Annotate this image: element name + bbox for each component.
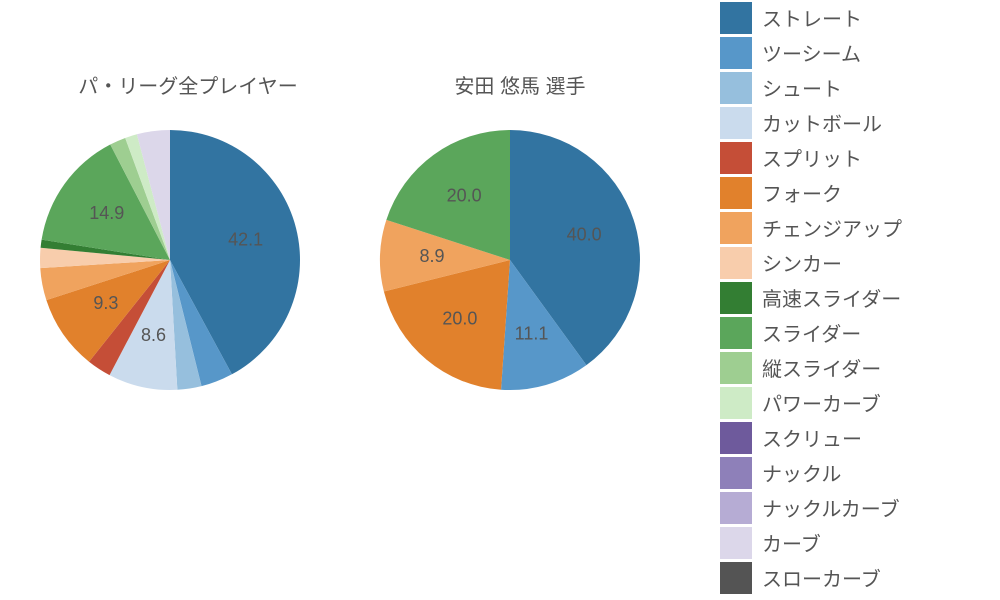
- legend-swatch-sinker: [720, 247, 752, 279]
- legend-swatch-cut_ball: [720, 107, 752, 139]
- legend-item-knuckle: ナックル: [720, 455, 980, 490]
- legend-swatch-straight: [720, 2, 752, 34]
- legend-item-sinker: シンカー: [720, 245, 980, 280]
- legend-swatch-power_curve: [720, 387, 752, 419]
- legend-label-shoot: シュート: [762, 73, 842, 102]
- legend-swatch-curve: [720, 527, 752, 559]
- legend-label-slow_curve: スローカーブ: [762, 563, 881, 592]
- legend-item-fork: フォーク: [720, 175, 980, 210]
- legend-item-knuckle_curve: ナックルカーブ: [720, 490, 980, 525]
- chart-title-league: パ・リーグ全プレイヤー: [48, 70, 328, 99]
- legend-swatch-screw: [720, 422, 752, 454]
- legend-item-two_seam: ツーシーム: [720, 35, 980, 70]
- legend-swatch-shoot: [720, 72, 752, 104]
- legend-label-power_curve: パワーカーブ: [762, 388, 881, 417]
- pie-slice-label-two_seam: 11.1: [515, 324, 549, 344]
- legend-label-straight: ストレート: [762, 3, 862, 32]
- legend-item-straight: ストレート: [720, 0, 980, 35]
- legend-swatch-knuckle_curve: [720, 492, 752, 524]
- legend-swatch-slider: [720, 317, 752, 349]
- legend-label-screw: スクリュー: [762, 423, 862, 452]
- legend-item-cut_ball: カットボール: [720, 105, 980, 140]
- legend-swatch-split: [720, 142, 752, 174]
- legend-label-knuckle_curve: ナックルカーブ: [762, 493, 900, 522]
- legend-item-screw: スクリュー: [720, 420, 980, 455]
- pie-slice-label-slider: 20.0: [447, 186, 482, 206]
- pie-slice-label-fork: 20.0: [442, 309, 477, 329]
- legend-item-curve: カーブ: [720, 525, 980, 560]
- legend-item-slow_curve: スローカーブ: [720, 560, 980, 595]
- legend-item-changeup: チェンジアップ: [720, 210, 980, 245]
- legend: ストレートツーシームシュートカットボールスプリットフォークチェンジアップシンカー…: [720, 0, 980, 595]
- legend-label-vert_slider: 縦スライダー: [762, 353, 881, 382]
- pie-slice-label-cut_ball: 8.6: [141, 325, 166, 345]
- chart-title-player: 安田 悠馬 選手: [380, 70, 660, 99]
- legend-label-fork: フォーク: [762, 178, 842, 207]
- legend-label-split: スプリット: [762, 143, 862, 172]
- legend-label-slider: スライダー: [762, 318, 861, 347]
- legend-item-slider: スライダー: [720, 315, 980, 350]
- legend-swatch-fork: [720, 177, 752, 209]
- legend-label-cut_ball: カットボール: [762, 108, 882, 137]
- legend-label-curve: カーブ: [762, 528, 821, 557]
- pie-slice-label-fork: 9.3: [93, 293, 118, 313]
- legend-swatch-knuckle: [720, 457, 752, 489]
- legend-swatch-vert_slider: [720, 352, 752, 384]
- legend-label-sinker: シンカー: [762, 248, 842, 277]
- legend-label-two_seam: ツーシーム: [762, 38, 861, 67]
- legend-swatch-slow_curve: [720, 562, 752, 594]
- legend-item-power_curve: パワーカーブ: [720, 385, 980, 420]
- pie-slice-label-straight: 42.1: [228, 230, 263, 250]
- chart-canvas: パ・リーグ全プレイヤー 42.1 8.6 9.3 14.9 安田 悠馬 選手 40.0…: [0, 0, 1000, 600]
- pie-slice-label-slider: 14.9: [89, 203, 124, 223]
- legend-item-split: スプリット: [720, 140, 980, 175]
- legend-swatch-two_seam: [720, 37, 752, 69]
- legend-swatch-changeup: [720, 212, 752, 244]
- legend-label-changeup: チェンジアップ: [762, 213, 902, 242]
- legend-item-fast_slider: 高速スライダー: [720, 280, 980, 315]
- legend-item-shoot: シュート: [720, 70, 980, 105]
- legend-label-fast_slider: 高速スライダー: [762, 283, 901, 312]
- pie-chart-player: 40.0 11.1 20.0 8.9 20.0: [380, 130, 640, 390]
- pie-slice-label-changeup: 8.9: [420, 246, 445, 266]
- pie-slice-label-straight: 40.0: [567, 225, 602, 245]
- legend-item-vert_slider: 縦スライダー: [720, 350, 980, 385]
- pie-chart-league: 42.1 8.6 9.3 14.9: [40, 130, 300, 390]
- legend-swatch-fast_slider: [720, 282, 752, 314]
- legend-label-knuckle: ナックル: [762, 458, 841, 487]
